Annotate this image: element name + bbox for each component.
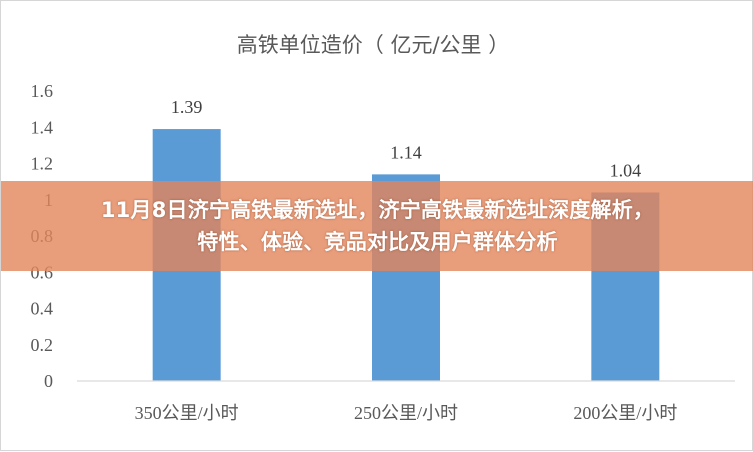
data-label: 1.04	[610, 161, 642, 181]
data-label: 1.39	[171, 97, 203, 117]
data-labels: 1.39 1.14 1.04	[171, 97, 641, 180]
chart-title: 高铁单位造价（ 亿元/公里 ）	[237, 33, 509, 57]
y-tick-label: 1.2	[31, 154, 54, 174]
y-tick-label: 1.6	[31, 81, 54, 101]
category-label: 250公里/小时	[354, 403, 458, 423]
banner-line-1: 11月8日济宁高铁最新选址，济宁高铁最新选址深度解析，	[100, 198, 655, 222]
category-label: 350公里/小时	[135, 403, 239, 423]
title-banner: 11月8日济宁高铁最新选址，济宁高铁最新选址深度解析， 特性、体验、竞品对比及用…	[1, 181, 753, 271]
y-tick-label: 0.4	[31, 299, 54, 319]
y-tick-label: 1.4	[31, 117, 54, 137]
data-label: 1.14	[390, 142, 422, 162]
category-labels: 350公里/小时 250公里/小时 200公里/小时	[135, 403, 678, 423]
y-tick-label: 0.2	[31, 335, 54, 355]
banner-line-2: 特性、体验、竞品对比及用户群体分析	[197, 230, 558, 254]
category-label: 200公里/小时	[573, 403, 677, 423]
y-tick-label: 0	[44, 371, 53, 391]
